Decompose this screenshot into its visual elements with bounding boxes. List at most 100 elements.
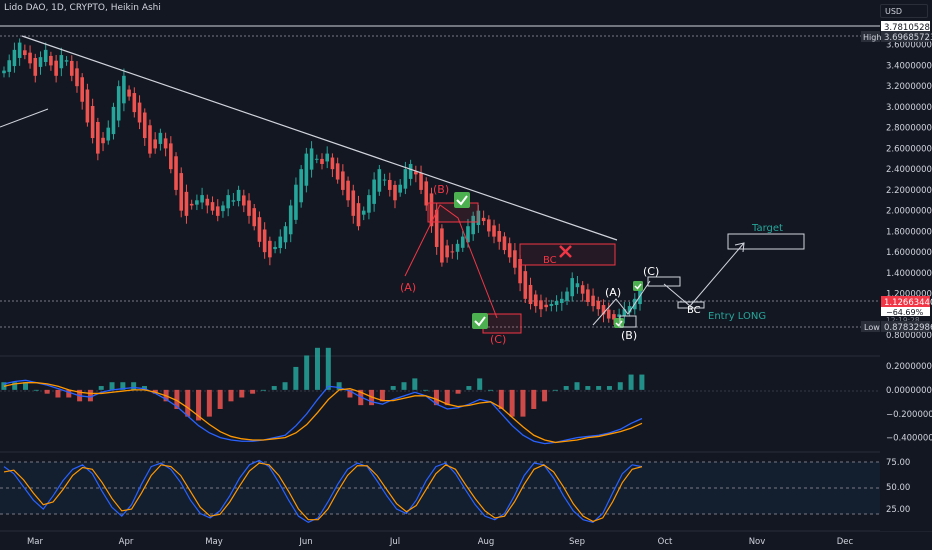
candle-body xyxy=(304,153,309,186)
entry-long-label: Entry LONG xyxy=(708,311,766,322)
target-box[interactable] xyxy=(727,233,805,250)
candle-body xyxy=(283,226,288,243)
candle-body xyxy=(59,55,64,69)
stoch-k-line xyxy=(3,459,643,524)
candle-body xyxy=(497,231,502,242)
time-axis[interactable]: Mar Apr May Jun Jul Aug Sep Oct Nov Dec xyxy=(27,537,854,547)
last-price: 1.12663440 xyxy=(884,298,932,308)
price-tick-label: 3.00000000 xyxy=(886,103,932,113)
white-bc-label: BC xyxy=(687,305,701,316)
stoch-d-line xyxy=(3,462,643,523)
candle-body xyxy=(205,198,210,206)
candle-body xyxy=(174,156,178,190)
white-wave-c-box[interactable] xyxy=(647,276,681,287)
candle-body xyxy=(184,191,189,216)
candle-body xyxy=(575,283,580,288)
target-label: Target xyxy=(751,223,783,234)
projected-path[interactable] xyxy=(663,242,745,307)
macd-histogram-bar xyxy=(563,386,569,390)
candle-body xyxy=(617,314,621,317)
check-icon xyxy=(614,318,624,328)
time-tick-label: Apr xyxy=(119,537,134,547)
macd-histogram-bar xyxy=(423,389,429,391)
macd-tick-label: −0.40000000 xyxy=(886,434,932,444)
macd-histogram-bar xyxy=(131,382,137,390)
macd-histogram-bar xyxy=(66,389,72,398)
red-wave-a-label: (A) xyxy=(400,281,416,294)
time-tick-label: Dec xyxy=(837,537,854,547)
macd-histogram-bar xyxy=(141,386,147,390)
descending-trendline[interactable] xyxy=(21,35,618,241)
wave-b-box[interactable] xyxy=(427,202,479,223)
macd-histogram xyxy=(1,347,645,421)
candle-body xyxy=(544,304,548,308)
price-axis[interactable] xyxy=(880,20,932,531)
macd-histogram-bar xyxy=(109,382,115,390)
candle-body xyxy=(580,285,585,294)
top-value: 3.78105285 xyxy=(884,23,932,33)
candle-body xyxy=(492,225,496,237)
candle-body xyxy=(434,209,439,247)
macd-histogram-bar xyxy=(304,355,310,390)
macd-histogram-bar xyxy=(412,378,418,390)
macd-histogram-bar xyxy=(55,389,61,398)
white-wave-b-label: (B) xyxy=(621,329,637,342)
candle-body xyxy=(288,205,293,235)
candle-body xyxy=(252,208,257,227)
candle-body xyxy=(487,219,491,232)
candle-body xyxy=(226,195,230,209)
stoch-tick-label: 75.00 xyxy=(886,458,910,468)
candle-body xyxy=(273,246,277,250)
last-change-badge xyxy=(881,307,930,316)
candle-body xyxy=(111,106,116,135)
white-wave-b-box[interactable] xyxy=(619,315,637,328)
currency-button[interactable]: USD xyxy=(880,4,928,18)
low-value: 0.87832986 xyxy=(884,323,932,333)
entry-box[interactable] xyxy=(677,301,705,309)
top-value-badge xyxy=(881,21,930,32)
price-tick-label: 1.40000000 xyxy=(886,269,932,279)
candle-body xyxy=(49,55,53,66)
macd-histogram-bar xyxy=(347,389,353,398)
candle-body xyxy=(471,215,475,235)
macd-histogram-bar xyxy=(23,382,29,390)
candle-body xyxy=(507,243,512,258)
macd-histogram-bar xyxy=(217,389,223,409)
candle-body xyxy=(361,210,366,215)
candle-body xyxy=(367,195,371,213)
candle-body xyxy=(200,195,204,203)
low-value-badge xyxy=(881,321,930,332)
macd-histogram-bar xyxy=(196,389,202,421)
macd-histogram-bar xyxy=(336,382,342,390)
wave-c-box[interactable] xyxy=(482,313,522,334)
macd-histogram-bar xyxy=(574,382,580,390)
candle-body xyxy=(403,169,408,189)
candle-body xyxy=(539,300,543,310)
white-abc-wave-path[interactable] xyxy=(592,280,651,326)
candle-body xyxy=(80,77,84,102)
time-tick-label: Aug xyxy=(478,537,495,547)
candle-body xyxy=(299,169,303,203)
candle-body xyxy=(23,50,27,56)
time-tick-label: Sep xyxy=(569,537,585,547)
macd-histogram-bar xyxy=(239,389,245,398)
early-trendline-segment[interactable] xyxy=(0,108,49,128)
check-icon xyxy=(472,313,488,329)
candle-body xyxy=(38,57,43,67)
candle-body xyxy=(116,86,121,121)
price-tick-label: 2.80000000 xyxy=(886,124,932,134)
macd-histogram-bar xyxy=(206,389,212,417)
stoch-tick-label: 25.00 xyxy=(886,505,910,515)
macd-histogram-bar xyxy=(542,389,548,402)
candle-body xyxy=(314,158,319,160)
macd-histogram-bar xyxy=(488,389,494,391)
candle-body xyxy=(460,236,465,248)
candle-body xyxy=(85,89,90,123)
high-label: High xyxy=(863,33,881,42)
candle-body xyxy=(622,309,627,316)
red-abc-wave-path[interactable] xyxy=(404,204,498,319)
candle-body xyxy=(387,179,392,190)
